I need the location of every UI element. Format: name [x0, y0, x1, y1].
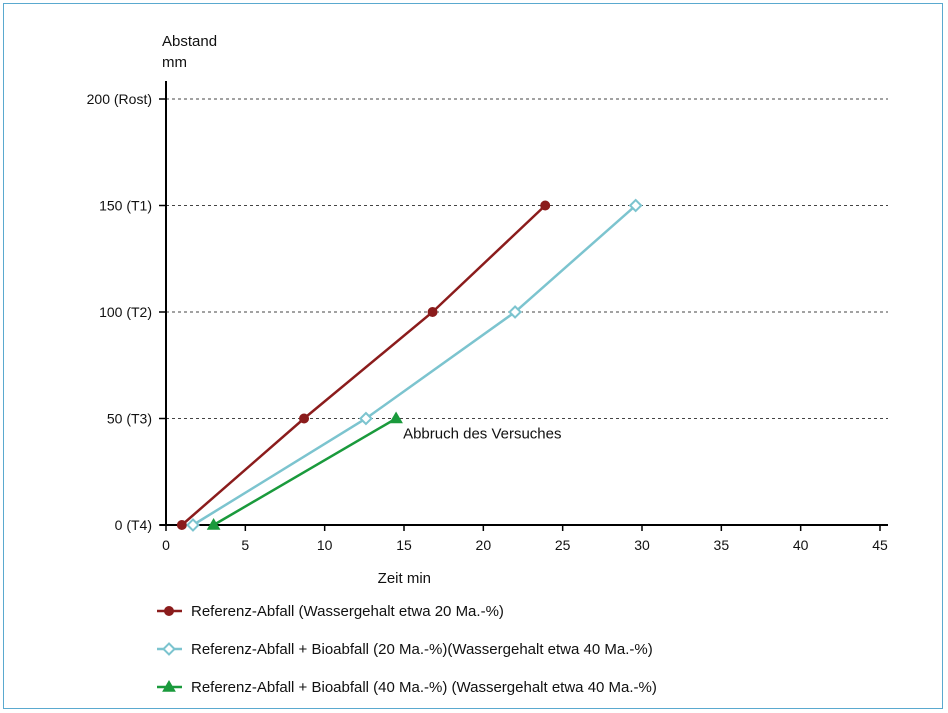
series-layer [176, 198, 643, 532]
x-tick-label: 20 [476, 537, 492, 553]
y-axis-title: Abstand mm [162, 33, 217, 71]
x-axis-title: Zeit min [378, 570, 431, 587]
figure-frame [3, 3, 943, 709]
x-tick-label: 35 [714, 537, 730, 553]
legend-item: Referenz-Abfall + Bioabfall (20 Ma.-%)(W… [157, 641, 653, 658]
x-tick-label: 10 [317, 537, 333, 553]
axes: 0 (T4) 50 (T3) 100 (T2) 150 (T1) 200 (Rost) 0… [87, 81, 888, 553]
x-tick-label: 30 [634, 537, 650, 553]
legend: Referenz-Abfall (Wassergehalt etwa 20 Ma… [157, 603, 657, 696]
legend-label: Referenz-Abfall + Bioabfall (40 Ma.-%) (… [191, 679, 657, 696]
annotation-label: Abbruch des Versuches [403, 426, 561, 443]
y-tick-label: 150 (T1) [99, 198, 152, 214]
series-1 [176, 200, 551, 530]
data-point [508, 305, 522, 319]
x-tick-label: 40 [793, 537, 809, 553]
series-2 [186, 198, 643, 532]
y-axis-title-line: Abstand [162, 33, 217, 50]
data-point [628, 198, 643, 213]
grid-lines [166, 98, 888, 419]
legend-item: Referenz-Abfall + Bioabfall (40 Ma.-%) (… [157, 679, 657, 696]
x-tick-label: 0 [162, 537, 170, 553]
legend-label: Referenz-Abfall + Bioabfall (20 Ma.-%)(W… [191, 641, 653, 658]
series-line [192, 204, 637, 527]
series-line [181, 204, 547, 526]
data-point [186, 518, 200, 532]
data-point [359, 411, 373, 426]
series-3 [206, 411, 403, 530]
data-point [540, 200, 551, 211]
annotations-layer: Abbruch des Versuches [403, 426, 561, 443]
series-line [212, 417, 397, 527]
y-tick-label: 200 (Rost) [87, 91, 152, 107]
x-tick-label: 5 [241, 537, 249, 553]
legend-marker [164, 606, 174, 616]
x-tick-label: 45 [872, 537, 888, 553]
x-tick-label: 25 [555, 537, 571, 553]
data-point [206, 518, 221, 530]
data-point [389, 411, 403, 424]
y-tick-label: 100 (T2) [99, 304, 152, 320]
data-point [176, 520, 187, 530]
x-tick-label: 15 [396, 537, 412, 553]
y-tick-label: 0 (T4) [115, 517, 152, 533]
legend-label: Referenz-Abfall (Wassergehalt etwa 20 Ma… [191, 603, 504, 620]
legend-marker [162, 642, 176, 656]
legend-item: Referenz-Abfall (Wassergehalt etwa 20 Ma… [157, 603, 504, 620]
legend-marker [162, 680, 176, 692]
data-point [299, 413, 310, 424]
y-tick-label: 50 (T3) [107, 411, 152, 427]
data-point [427, 307, 438, 317]
y-axis-title-line: mm [162, 54, 187, 71]
